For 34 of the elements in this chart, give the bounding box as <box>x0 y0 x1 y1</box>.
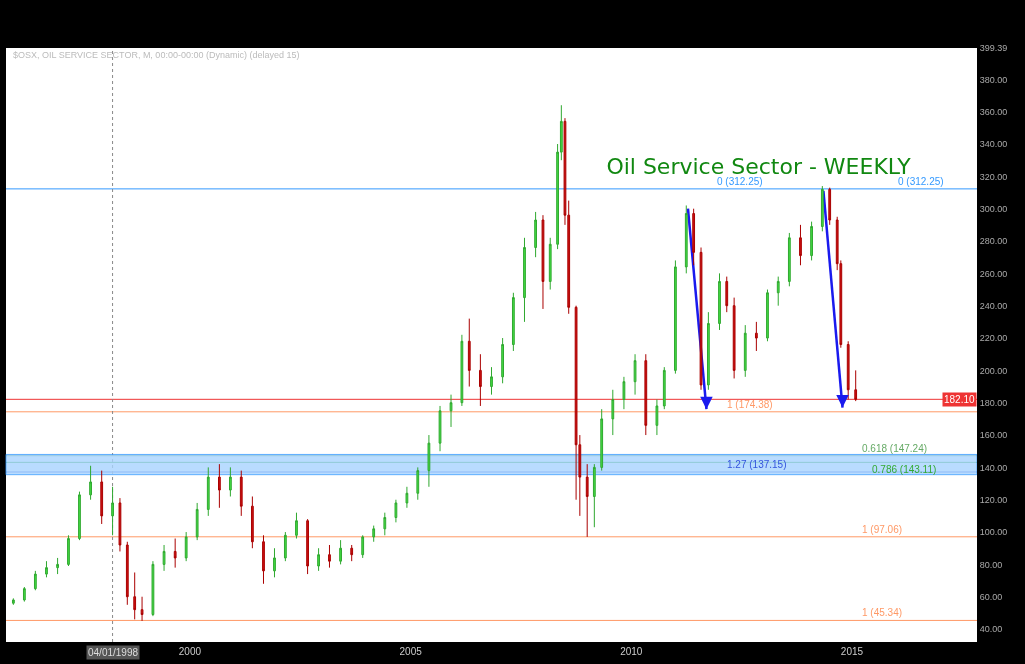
y-tick-label: 300.00 <box>979 203 1008 214</box>
y-tick-label: 120.00 <box>979 494 1008 505</box>
x-tick-label: 2010 <box>620 646 643 657</box>
y-tick-label: 80.00 <box>979 559 1003 570</box>
x-tick-label: 2000 <box>178 646 202 657</box>
ref-line-label: 1 (174.38) <box>727 399 773 410</box>
ref-line-label: 1 (97.06) <box>862 524 903 535</box>
ref-line-label: 0.618 (147.24) <box>862 443 928 454</box>
annotation: 0 (312.25) <box>898 176 944 187</box>
y-tick-label: 320.00 <box>979 171 1008 182</box>
ref-line-label: 182.10 <box>944 394 976 405</box>
ref-line-label: 1.27 (137.15) <box>727 459 787 470</box>
y-tick-label: 100.00 <box>979 527 1008 538</box>
y-tick-label: 340.00 <box>979 139 1008 150</box>
y-tick-label: 260.00 <box>979 268 1008 279</box>
x-tick-label: 2005 <box>399 646 423 657</box>
y-tick-label: 380.00 <box>979 74 1008 85</box>
y-tick-label: 140.00 <box>979 462 1008 473</box>
y-tick-label: 399.39 <box>979 43 1008 54</box>
ref-line-label: 0.786 (143.11) <box>872 464 937 475</box>
ref-line-label: 1 (45.34) <box>862 607 903 618</box>
y-tick-label: 360.00 <box>979 106 1008 117</box>
y-tick-label: 220.00 <box>979 333 1008 344</box>
y-tick-label: 280.00 <box>979 236 1008 247</box>
y-tick-label: 160.00 <box>979 430 1008 441</box>
y-tick-label: 180.00 <box>979 397 1008 408</box>
y-tick-label: 40.00 <box>979 624 1003 635</box>
ref-line-label: 0 (312.25) <box>717 176 763 187</box>
y-tick-label: 200.00 <box>979 365 1008 376</box>
ref-line-label: 04/01/1998 <box>88 647 139 658</box>
y-tick-label: 240.00 <box>979 300 1008 311</box>
y-tick-label: 60.00 <box>979 591 1003 602</box>
chart-subtitle: $OSX, OIL SERVICE SECTOR, M, 00:00-00:00 (Dynamic) (delayed 15) <box>13 50 300 60</box>
x-tick-label: 2015 <box>840 646 864 657</box>
